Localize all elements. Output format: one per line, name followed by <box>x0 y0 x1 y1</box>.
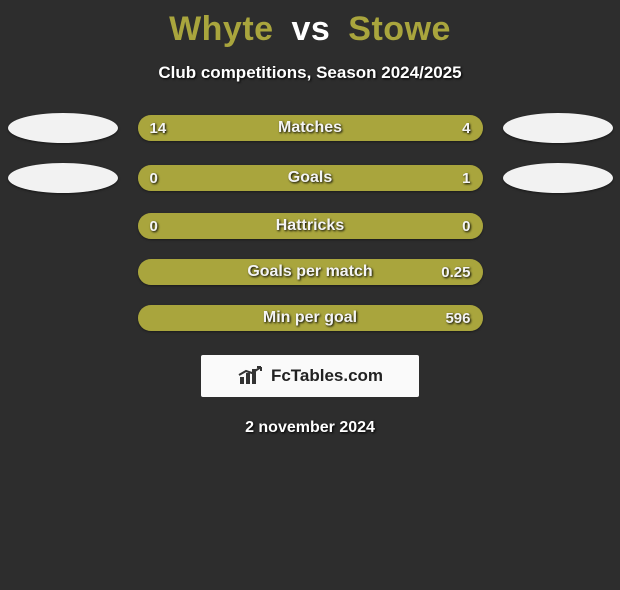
stat-right-value: 0 <box>462 213 470 239</box>
stat-row: 0Hattricks0 <box>0 213 620 239</box>
stat-right-value: 596 <box>445 305 470 331</box>
stats-container: 14Matches40Goals10Hattricks0Goals per ma… <box>0 113 620 331</box>
stat-bar: 0Goals1 <box>138 165 483 191</box>
right-team-oval <box>503 163 613 193</box>
stat-row: Goals per match0.25 <box>0 259 620 285</box>
stat-label: Goals per match <box>138 259 483 285</box>
brand-chart-icon <box>237 365 265 387</box>
vs-text: vs <box>292 10 331 48</box>
player1-name: Whyte <box>169 10 274 48</box>
stat-label: Min per goal <box>138 305 483 331</box>
stat-bar: 0Hattricks0 <box>138 213 483 239</box>
stat-right-value: 0.25 <box>441 259 470 285</box>
stat-row: 0Goals1 <box>0 163 620 193</box>
page-title: Whyte vs Stowe <box>0 10 620 49</box>
stat-bar: 14Matches4 <box>138 115 483 141</box>
player2-name: Stowe <box>348 10 451 48</box>
stat-bar: Min per goal596 <box>138 305 483 331</box>
left-team-oval <box>8 113 118 143</box>
stat-label: Matches <box>138 115 483 141</box>
brand-text: FcTables.com <box>271 366 383 386</box>
subtitle: Club competitions, Season 2024/2025 <box>0 63 620 83</box>
right-team-oval <box>503 113 613 143</box>
stat-label: Goals <box>138 165 483 191</box>
stat-label: Hattricks <box>138 213 483 239</box>
stat-bar: Goals per match0.25 <box>138 259 483 285</box>
stat-right-value: 4 <box>462 115 470 141</box>
footer-date: 2 november 2024 <box>0 419 620 437</box>
stat-right-value: 1 <box>462 165 470 191</box>
left-team-oval <box>8 163 118 193</box>
brand-box: FcTables.com <box>201 355 419 397</box>
stat-row: 14Matches4 <box>0 113 620 143</box>
stat-row: Min per goal596 <box>0 305 620 331</box>
